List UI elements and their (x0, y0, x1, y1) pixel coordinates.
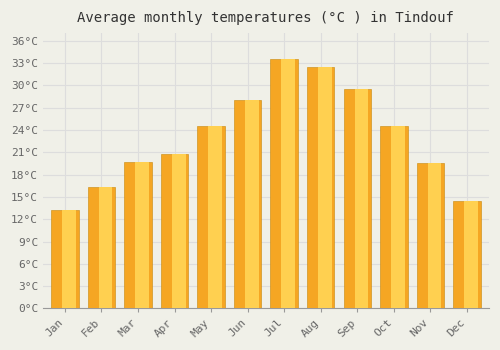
Bar (198, 126, 225, 308)
Bar (454, 201, 480, 308)
Bar (391, 126, 405, 308)
Bar (428, 163, 442, 308)
Bar (161, 154, 188, 308)
Bar (416, 163, 444, 308)
Bar (124, 162, 152, 308)
Bar (98, 187, 112, 308)
Title: Average monthly temperatures (°C ) in Tindouf: Average monthly temperatures (°C ) in Ti… (78, 11, 454, 25)
Bar (136, 162, 149, 308)
Bar (307, 67, 334, 308)
Bar (208, 126, 222, 308)
Bar (234, 100, 262, 308)
Bar (88, 187, 115, 308)
Bar (172, 154, 186, 308)
Bar (270, 59, 298, 308)
Bar (318, 67, 332, 308)
Bar (380, 126, 407, 308)
Bar (282, 59, 295, 308)
Bar (354, 89, 368, 308)
Bar (51, 210, 78, 308)
Bar (62, 210, 76, 308)
Bar (245, 100, 258, 308)
Bar (344, 89, 371, 308)
Bar (464, 201, 478, 308)
